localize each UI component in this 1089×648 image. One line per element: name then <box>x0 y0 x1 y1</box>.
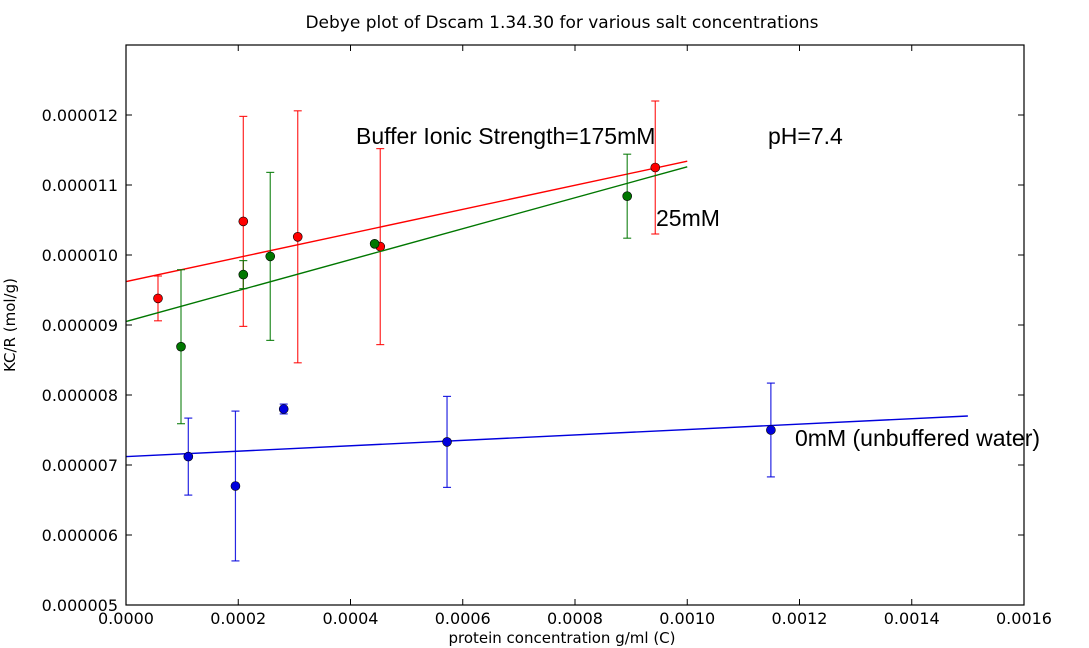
series-25mm-point <box>622 191 632 201</box>
y-tick-label: 0.000010 <box>42 246 118 265</box>
chart-title: Debye plot of Dscam 1.34.30 for various … <box>305 13 818 33</box>
series-175mm-fit-line <box>125 160 688 283</box>
series-175mm-point <box>292 232 303 242</box>
series-25mm-point <box>238 269 249 280</box>
y-tick-label: 0.000005 <box>42 596 118 615</box>
series-0mm-unbuffered-water-point <box>183 451 194 462</box>
series-0mm-unbuffered-water-point <box>230 481 241 491</box>
plot-area: 0.0000 0.0002 0.0004 0.0006 0.0008 0.0010 0.00… <box>42 44 1052 628</box>
series-25mm-fit-line <box>125 166 688 323</box>
x-tick-label: 0.0012 <box>772 609 828 628</box>
series-0mm-unbuffered-water-point <box>766 425 776 435</box>
x-tick-label: 0.0016 <box>996 609 1052 628</box>
annotation-0mm-unbuffered-water: 0mM (unbuffered water) <box>795 425 1040 451</box>
x-tick-label: 0.0014 <box>884 609 940 628</box>
x-tick-label: 0.0002 <box>210 609 266 628</box>
series-25mm-point <box>265 251 276 262</box>
y-tick-label: 0.000008 <box>42 386 118 405</box>
y-axis-label: KC/R (mol/g) <box>1 278 19 372</box>
series-0mm-unbuffered-water-point <box>278 404 289 414</box>
x-tick-label: 0.0004 <box>323 609 379 628</box>
annotation-buffer-ionic-strength: Buffer Ionic Strength=175mM <box>356 123 655 149</box>
plot-frame <box>125 44 1025 606</box>
series-25mm-point <box>369 239 380 249</box>
y-tick-label: 0.000012 <box>42 106 118 125</box>
x-tick-label: 0.0010 <box>659 609 715 628</box>
x-tick-label: 0.0006 <box>435 609 491 628</box>
annotation-25mm: 25mM <box>656 205 720 231</box>
y-tick-label: 0.000009 <box>42 316 118 335</box>
series-0mm-unbuffered-water-fit-line <box>125 415 968 458</box>
x-tick-label: 0.0008 <box>547 609 603 628</box>
series-0mm-unbuffered-water-point <box>442 437 452 447</box>
series-25mm-point <box>176 341 186 352</box>
annotation-ph: pH=7.4 <box>768 123 843 149</box>
y-tick-label: 0.000011 <box>42 176 118 195</box>
x-axis-label: protein concentration g/ml (C) <box>448 629 675 647</box>
series-175mm-point <box>153 293 163 304</box>
y-tick-label: 0.000006 <box>42 526 118 545</box>
x-tick-label: 0.0000 <box>98 609 154 628</box>
y-tick-label: 0.000007 <box>42 456 118 475</box>
series-175mm-point <box>650 162 661 173</box>
series-175mm-point <box>238 216 249 227</box>
